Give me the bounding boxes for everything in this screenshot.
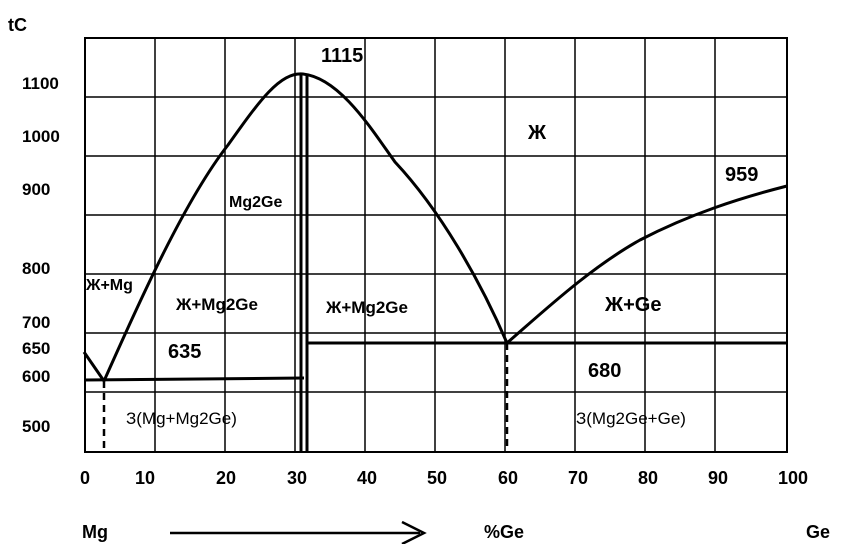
bottom-label-ge: Ge [806,522,830,542]
region-compound: Mg2Ge [229,194,282,211]
region-solid-right: З(Mg2Ge+Ge) [576,409,686,428]
x-tick-30: 30 [287,468,307,488]
region-liquid: Ж [527,122,547,144]
region-liquid-ge: Ж+Ge [604,294,661,316]
x-tick-0: 0 [80,468,90,488]
region-solid-left: З(Mg+Mg2Ge) [126,409,237,428]
point-label-1115: 1115 [321,45,363,67]
x-tick-20: 20 [216,468,236,488]
y-tick-1100: 1100 [22,74,59,93]
vertical-grid [154,38,716,452]
x-tick-50: 50 [427,468,447,488]
y-tick-650: 650 [22,339,50,358]
region-liquid-mg2ge-right: Ж+Mg2Ge [325,298,408,317]
liquidus-compound-dome [102,72,509,382]
plot-frame [84,37,788,453]
horizontal-grid [85,96,787,393]
region-liquid-mg2ge-left: Ж+Mg2Ge [175,295,258,314]
liquidus-right-ge [506,184,788,345]
composition-arrow [170,520,427,544]
point-label-635: 635 [168,341,201,363]
y-tick-500: 500 [22,417,50,436]
y-tick-1000: 1000 [22,127,60,146]
y-tick-700: 700 [22,313,50,332]
x-tick-60: 60 [498,468,518,488]
y-tick-600: 600 [22,367,50,386]
x-tick-40: 40 [357,468,377,488]
y-axis-title: tC [8,15,27,35]
x-tick-10: 10 [135,468,155,488]
bottom-label-mg: Mg [82,522,108,542]
liquidus-left-mg [82,351,106,382]
bottom-label-ge-percent: %Ge [484,522,524,542]
y-tick-800: 800 [22,259,50,278]
x-tick-80: 80 [638,468,658,488]
eutectic-line-left [83,376,305,382]
region-liquid-mg: Ж+Mg [85,277,133,294]
point-label-959: 959 [725,164,758,186]
y-tick-900: 900 [22,180,50,199]
x-tick-100: 100 [778,468,808,488]
x-tick-90: 90 [708,468,728,488]
x-tick-70: 70 [568,468,588,488]
point-label-680: 680 [588,360,621,382]
